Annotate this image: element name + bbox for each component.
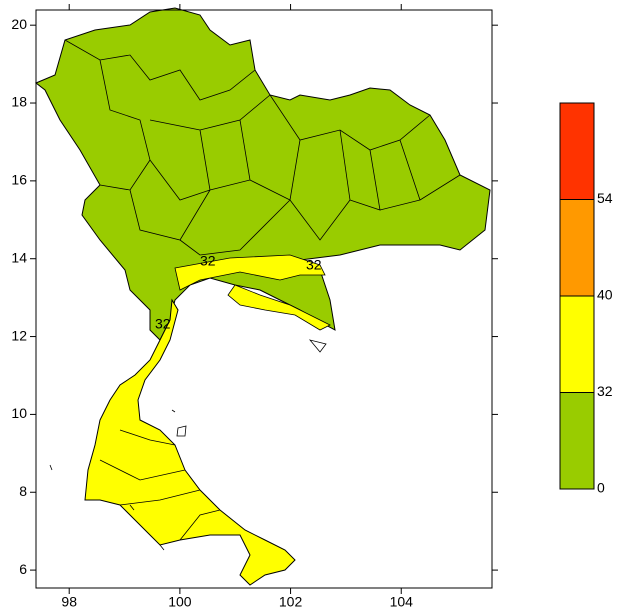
legend-swatch bbox=[559, 392, 595, 490]
y-tick-label: 20 bbox=[11, 16, 27, 32]
region-east-coast bbox=[227, 284, 331, 331]
legend-label: 40 bbox=[597, 287, 613, 303]
region-central-band bbox=[174, 254, 326, 291]
plot-frame bbox=[35, 9, 493, 589]
islands bbox=[49, 339, 327, 551]
legend-swatch bbox=[559, 199, 595, 297]
contour-label: 32 bbox=[200, 253, 216, 269]
y-tick-label: 10 bbox=[11, 405, 27, 421]
x-tick-label: 100 bbox=[168, 594, 192, 610]
contour-label: 32 bbox=[306, 257, 322, 273]
x-tick-label: 98 bbox=[61, 594, 77, 610]
map-regions bbox=[35, 7, 491, 586]
y-tick-label: 12 bbox=[11, 327, 27, 343]
y-tick-label: 6 bbox=[19, 561, 27, 577]
region-north bbox=[35, 7, 491, 341]
legend-label: 54 bbox=[597, 190, 613, 206]
legend-label: 32 bbox=[597, 383, 613, 399]
province-boundaries bbox=[64, 39, 461, 541]
y-tick-label: 18 bbox=[11, 94, 27, 110]
x-tick-label: 104 bbox=[390, 594, 414, 610]
y-tick-label: 8 bbox=[19, 483, 27, 499]
contour-label: 32 bbox=[155, 316, 171, 332]
legend-swatch bbox=[559, 102, 595, 200]
y-tick-label: 14 bbox=[11, 249, 27, 265]
legend-swatch bbox=[559, 295, 595, 393]
legend-label: 0 bbox=[597, 480, 605, 496]
x-tick-label: 102 bbox=[279, 594, 303, 610]
y-tick-label: 16 bbox=[11, 172, 27, 188]
region-south bbox=[84, 298, 296, 586]
